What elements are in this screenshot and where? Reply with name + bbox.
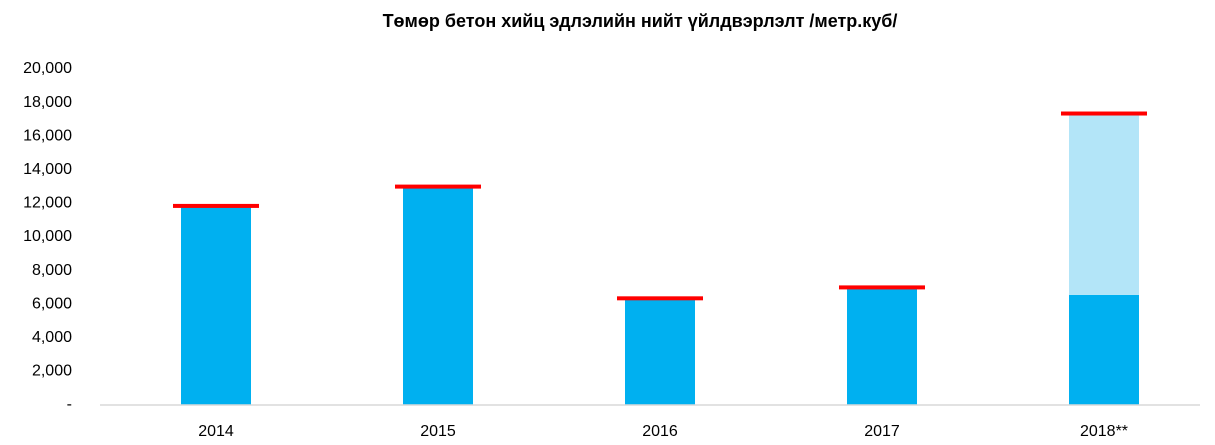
x-tick-label: 2014 <box>198 423 234 440</box>
bar <box>1069 294 1139 405</box>
bar <box>403 186 473 405</box>
x-tick-label: 2016 <box>642 423 678 440</box>
bar <box>181 205 251 405</box>
total-marker <box>839 285 925 290</box>
total-marker <box>617 296 703 301</box>
bar <box>1069 113 1139 295</box>
bar <box>625 298 695 405</box>
y-tick-label: 6,000 <box>32 295 72 312</box>
total-marker <box>1061 111 1147 116</box>
bar <box>847 287 917 405</box>
y-tick-label: 20,000 <box>23 60 72 77</box>
y-tick-label: 16,000 <box>23 127 72 144</box>
total-marker <box>173 203 259 208</box>
y-tick-label: 10,000 <box>23 228 72 245</box>
y-tick-label: 8,000 <box>32 262 72 279</box>
y-tick-label: 18,000 <box>23 94 72 111</box>
chart-title: Төмөр бетон хийц эдлэлийн нийт үйлдвэрлэ… <box>383 11 898 31</box>
y-tick-label: 14,000 <box>23 161 72 178</box>
x-tick-label: 2015 <box>420 423 456 440</box>
total-marker <box>395 184 481 189</box>
y-tick-label: - <box>67 396 72 413</box>
y-tick-label: 12,000 <box>23 195 72 212</box>
x-tick-label: 2018** <box>1080 423 1128 440</box>
x-tick-label: 2017 <box>864 423 900 440</box>
y-tick-label: 4,000 <box>32 329 72 346</box>
y-tick-label: 2,000 <box>32 363 72 380</box>
